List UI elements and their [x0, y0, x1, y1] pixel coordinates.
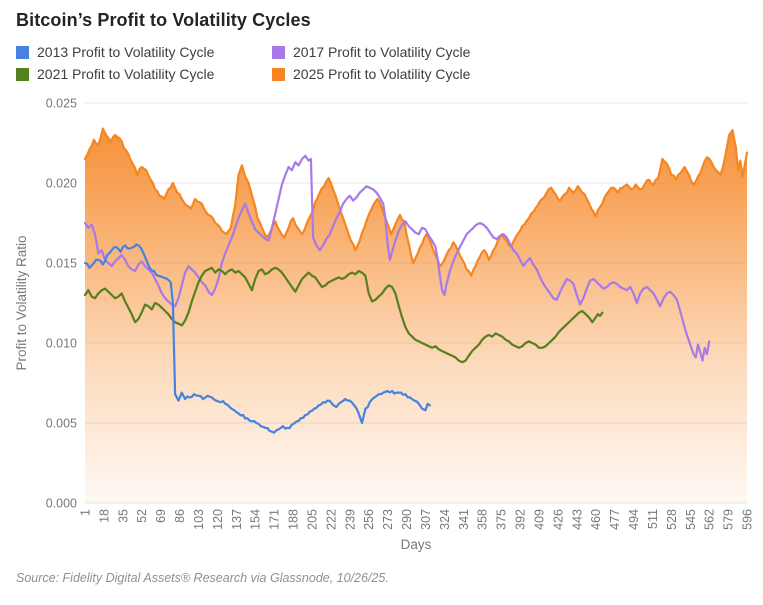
legend-item-2013: 2013 Profit to Volatility Cycle	[16, 41, 272, 63]
x-axis-title: Days	[401, 537, 432, 552]
x-tick-label: 409	[532, 509, 546, 530]
x-tick-label: 307	[419, 509, 433, 530]
legend-label-2013: 2013 Profit to Volatility Cycle	[37, 44, 215, 60]
x-tick-label: 256	[362, 509, 376, 530]
x-tick-label: 18	[97, 509, 111, 523]
legend-label-2017: 2017 Profit to Volatility Cycle	[293, 44, 471, 60]
x-tick-label: 358	[476, 509, 490, 530]
y-tick-label: 0.005	[46, 417, 77, 431]
x-tick-label: 494	[627, 509, 641, 530]
x-tick-label: 273	[381, 509, 395, 530]
x-tick-label: 579	[722, 509, 736, 530]
y-tick-label: 0.000	[46, 497, 77, 511]
chart-title: Bitcoin’s Profit to Volatility Cycles	[16, 10, 311, 30]
legend-label-2021: 2021 Profit to Volatility Cycle	[37, 66, 215, 82]
x-tick-label: 375	[495, 509, 509, 530]
series-2013-line	[83, 243, 431, 434]
legend-swatch-2025	[272, 67, 285, 81]
x-tick-label: 222	[324, 509, 338, 530]
x-tick-label: 596	[741, 509, 755, 530]
series-2017-line	[83, 154, 711, 362]
x-tick-label: 392	[514, 509, 528, 530]
y-tick-label: 0.015	[46, 257, 77, 271]
x-tick-label: 1	[79, 509, 93, 516]
x-tick-label: 426	[551, 509, 565, 530]
y-axis-title: Profit to Volatility Ratio	[14, 235, 29, 370]
y-tick-label: 0.020	[46, 177, 77, 191]
x-tick-label: 154	[249, 509, 263, 530]
x-tick-label: 52	[135, 509, 149, 523]
x-tick-label: 443	[570, 509, 584, 530]
legend-swatch-2017	[272, 45, 285, 59]
chart-legend: 2013 Profit to Volatility Cycle 2017 Pro…	[16, 41, 470, 85]
series-2025-line	[83, 127, 749, 277]
legend-label-2025: 2025 Profit to Volatility Cycle	[293, 66, 471, 82]
x-tick-label: 324	[438, 509, 452, 530]
y-tick-label: 0.010	[46, 337, 77, 351]
x-tick-label: 171	[268, 509, 282, 530]
x-tick-label: 290	[400, 509, 414, 530]
x-tick-label: 562	[703, 509, 717, 530]
x-tick-label: 103	[192, 509, 206, 530]
series-2021-line	[83, 266, 604, 364]
legend-swatch-2021	[16, 67, 29, 81]
x-tick-label: 86	[173, 509, 187, 523]
legend-swatch-2013	[16, 45, 29, 59]
x-tick-label: 528	[665, 509, 679, 530]
x-tick-label: 35	[116, 509, 130, 523]
y-tick-label: 0.025	[46, 97, 77, 111]
x-tick-label: 69	[154, 509, 168, 523]
x-tick-label: 205	[305, 509, 319, 530]
source-attribution: Source: Fidelity Digital Assets® Researc…	[16, 571, 389, 585]
x-tick-label: 137	[230, 509, 244, 530]
legend-item-2025: 2025 Profit to Volatility Cycle	[272, 63, 470, 85]
series-2025-area	[85, 128, 747, 503]
x-tick-label: 239	[343, 509, 357, 530]
x-tick-label: 460	[589, 509, 603, 530]
x-tick-label: 511	[646, 509, 660, 529]
legend-item-2021: 2021 Profit to Volatility Cycle	[16, 63, 272, 85]
x-tick-label: 545	[684, 509, 698, 530]
legend-item-2017: 2017 Profit to Volatility Cycle	[272, 41, 470, 63]
x-tick-label: 188	[287, 509, 301, 530]
x-tick-label: 120	[211, 509, 225, 530]
x-tick-label: 341	[457, 509, 471, 530]
x-tick-label: 477	[608, 509, 622, 530]
